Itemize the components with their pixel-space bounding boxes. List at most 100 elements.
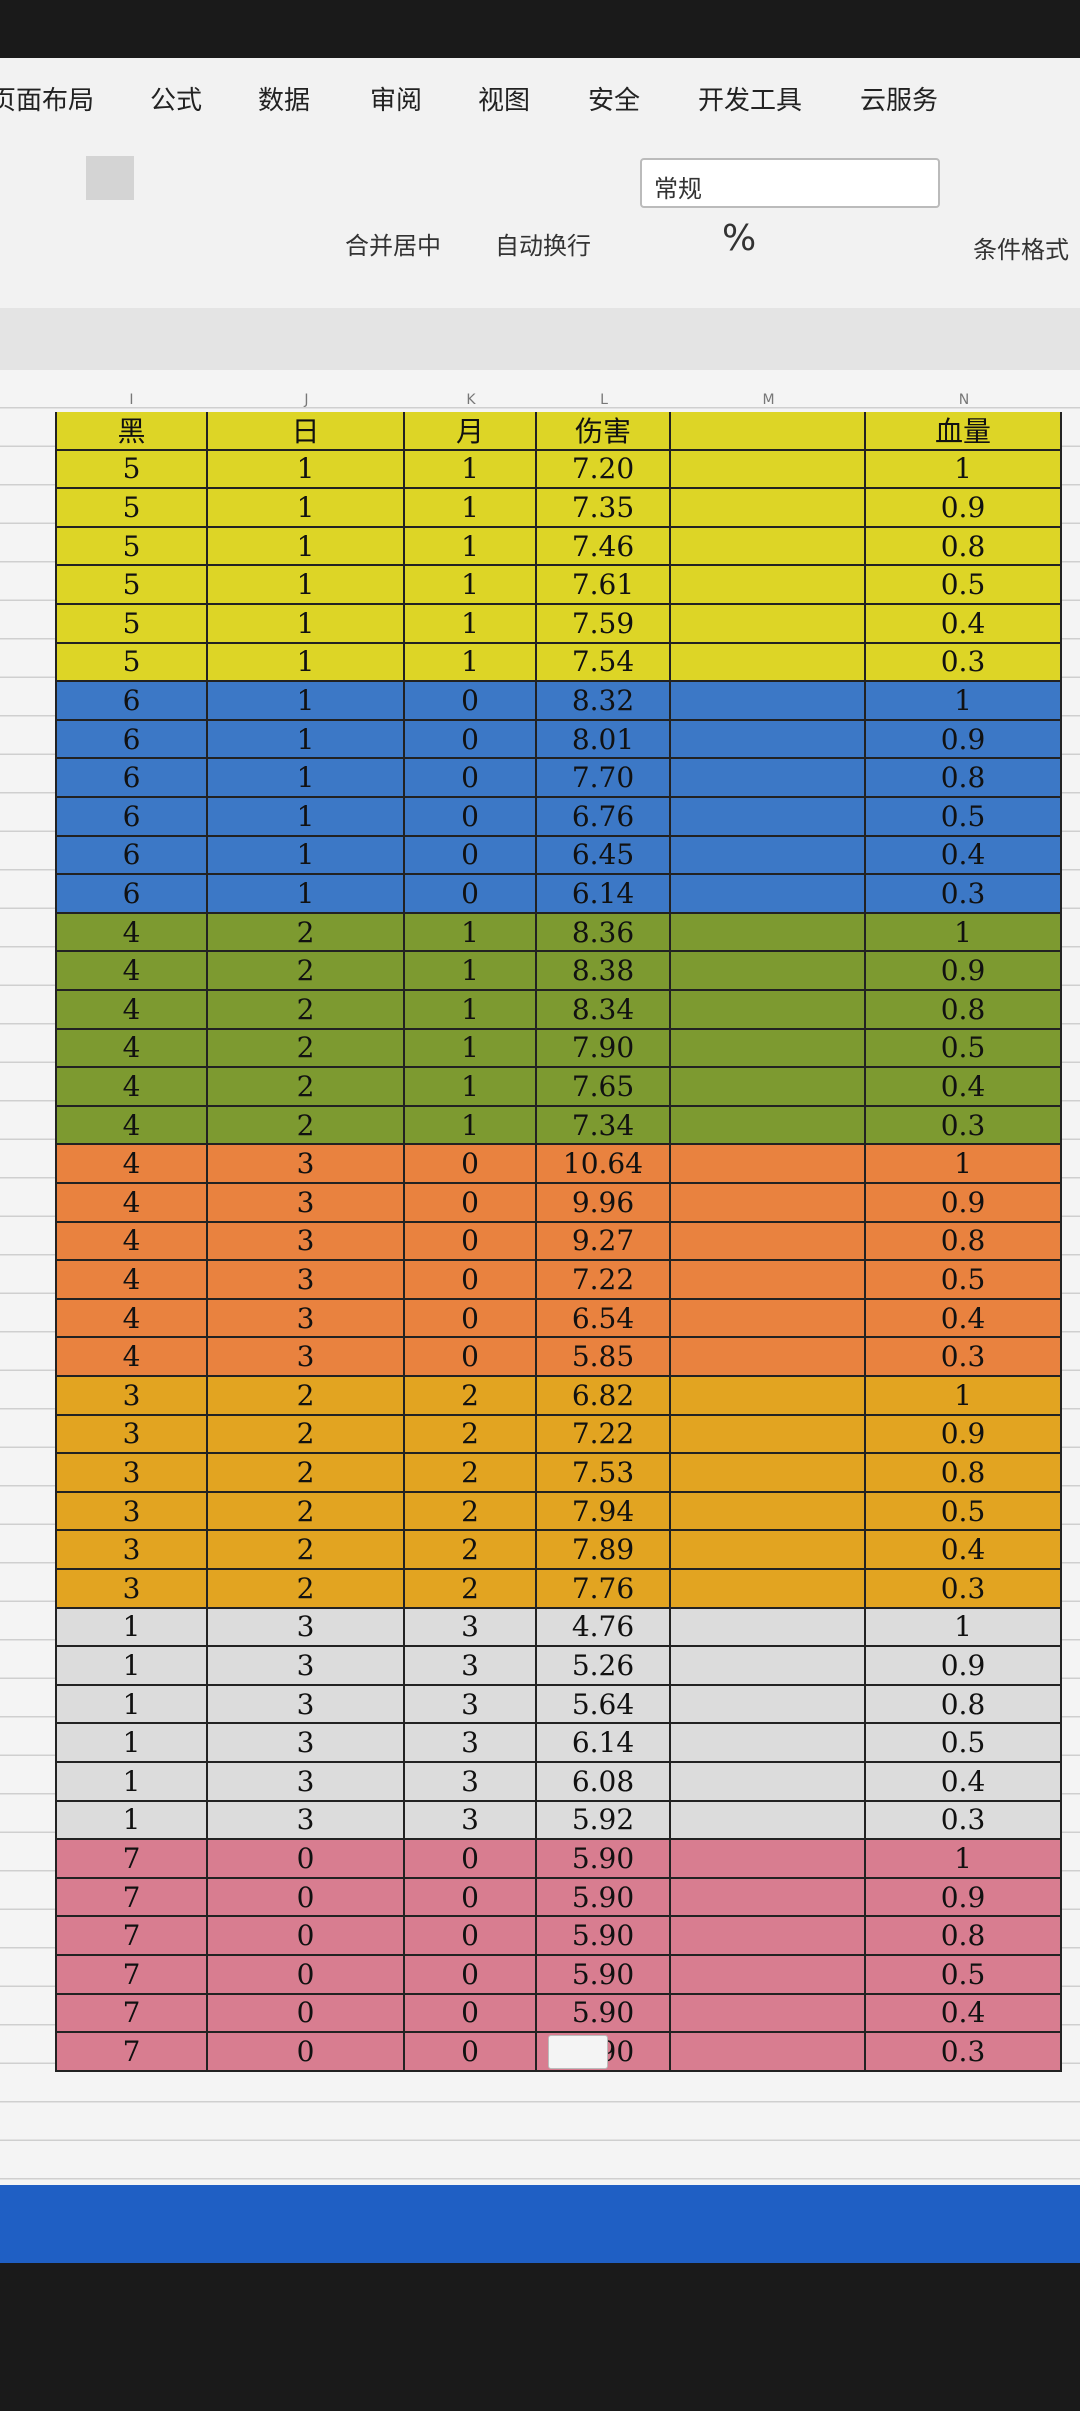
data-cell: 2 <box>208 1454 405 1493</box>
data-cell: 0 <box>405 1994 537 2034</box>
empty-cell <box>671 1377 866 1416</box>
data-cell: 3 <box>55 1531 208 1570</box>
data-cell: 0.8 <box>866 1685 1062 1725</box>
data-cell: 0.9 <box>866 1184 1062 1223</box>
empty-cell <box>671 720 866 760</box>
data-cell: 7.22 <box>537 1415 671 1455</box>
header-cell: 日 <box>208 412 405 451</box>
ribbon-tab[interactable]: 页面布局 <box>0 86 95 116</box>
ribbon: 常规 合并居中 自动换行 % 条件格式 页面布局 公式 数据 审阅 视图 安全 开发工具 云服… <box>0 58 1080 308</box>
data-cell: 2 <box>208 1570 405 1609</box>
data-cell: 7.54 <box>537 643 671 683</box>
data-cell: 5.64 <box>537 1685 671 1725</box>
wrap-button[interactable]: 自动换行 <box>495 232 591 260</box>
data-cell: 0.4 <box>866 1299 1062 1339</box>
empty-cell <box>671 1299 866 1339</box>
data-cell: 0.3 <box>866 1570 1062 1609</box>
data-cell: 0.3 <box>866 1106 1062 1146</box>
empty-cell <box>671 1492 866 1532</box>
data-cell: 0.5 <box>866 798 1062 837</box>
data-cell: 6 <box>55 798 208 837</box>
data-cell: 6.54 <box>537 1299 671 1339</box>
data-cell: 0.5 <box>866 1029 1062 1069</box>
data-cell: 0.4 <box>866 836 1062 876</box>
format-box[interactable]: 常规 <box>640 158 940 208</box>
format-label: 常规 <box>654 175 702 203</box>
empty-cell <box>671 643 866 683</box>
data-cell: 1 <box>866 913 1062 953</box>
ribbon-tab[interactable]: 安全 <box>588 86 641 116</box>
data-cell: 6 <box>55 759 208 798</box>
data-cell: 0.9 <box>866 1647 1062 1686</box>
data-cell: 1 <box>405 1029 537 1069</box>
paste-options-icon[interactable] <box>548 2035 608 2070</box>
data-cell: 0.9 <box>866 952 1062 991</box>
ribbon-tab[interactable]: 云服务 <box>860 86 939 116</box>
data-cell: 2 <box>405 1531 537 1570</box>
ribbon-tab[interactable]: 视图 <box>478 86 531 116</box>
ribbon-tab[interactable]: 开发工具 <box>698 86 803 116</box>
data-cell: 1 <box>208 836 405 876</box>
data-cell: 1 <box>866 1840 1062 1879</box>
data-cell: 0 <box>405 1184 537 1223</box>
empty-cell <box>671 412 866 451</box>
conditional-button[interactable]: 条件格式 <box>973 236 1069 264</box>
data-cell: 0 <box>208 1878 405 1918</box>
empty-cell <box>671 913 866 953</box>
data-cell: 0.3 <box>866 1801 1062 1841</box>
data-cell: 2 <box>208 1492 405 1532</box>
data-cell: 3 <box>208 1763 405 1802</box>
data-cell: 0.3 <box>866 1338 1062 1377</box>
data-cell: 3 <box>55 1377 208 1416</box>
data-cell: 1 <box>208 566 405 605</box>
ribbon-tab[interactable]: 公式 <box>150 86 203 116</box>
empty-cell <box>671 1184 866 1223</box>
data-cell: 1 <box>208 643 405 683</box>
empty-cell <box>671 1801 866 1841</box>
data-cell: 7.46 <box>537 527 671 567</box>
merge-button[interactable]: 合并居中 <box>345 232 441 260</box>
empty-cell <box>671 1956 866 1995</box>
data-cell: 1 <box>208 489 405 528</box>
data-cell: 2 <box>208 991 405 1030</box>
data-cell: 7.94 <box>537 1492 671 1532</box>
empty-cell <box>671 682 866 721</box>
empty-cell <box>671 1724 866 1763</box>
data-cell: 2 <box>208 1068 405 1107</box>
data-cell: 1 <box>866 1608 1062 1648</box>
data-cell: 6 <box>55 720 208 760</box>
data-cell: 9.96 <box>537 1184 671 1223</box>
percent-button[interactable]: % <box>722 218 757 259</box>
data-cell: 0.3 <box>866 2033 1062 2072</box>
data-cell: 3 <box>208 1299 405 1339</box>
data-cell: 2 <box>208 1415 405 1455</box>
empty-cell <box>671 1222 866 1262</box>
data-cell: 3 <box>208 1724 405 1763</box>
data-cell: 1 <box>405 991 537 1030</box>
data-cell: 4 <box>55 1261 208 1300</box>
data-cell: 0.4 <box>866 1531 1062 1570</box>
data-cell: 0 <box>405 1840 537 1879</box>
ribbon-tab[interactable]: 审阅 <box>370 86 423 116</box>
data-cell: 1 <box>208 605 405 644</box>
data-cell: 2 <box>208 1531 405 1570</box>
data-cell: 2 <box>208 1106 405 1146</box>
data-cell: 0.3 <box>866 643 1062 683</box>
data-cell: 3 <box>208 1184 405 1223</box>
header-cell: 伤害 <box>537 412 671 451</box>
data-cell: 0 <box>405 682 537 721</box>
data-cell: 3 <box>208 1608 405 1648</box>
ribbon-tab[interactable]: 数据 <box>258 86 311 116</box>
data-cell: 4 <box>55 1338 208 1377</box>
data-cell: 0 <box>405 1956 537 1995</box>
data-cell: 5 <box>55 527 208 567</box>
data-cell: 1 <box>405 913 537 953</box>
data-cell: 2 <box>208 1029 405 1069</box>
empty-cell <box>671 1029 866 1069</box>
data-cell: 4 <box>55 1068 208 1107</box>
formula-band <box>0 308 1080 370</box>
data-cell: 0.8 <box>866 1454 1062 1493</box>
empty-cell <box>671 1570 866 1609</box>
data-cell: 0.8 <box>866 759 1062 798</box>
empty-cell <box>671 527 866 567</box>
